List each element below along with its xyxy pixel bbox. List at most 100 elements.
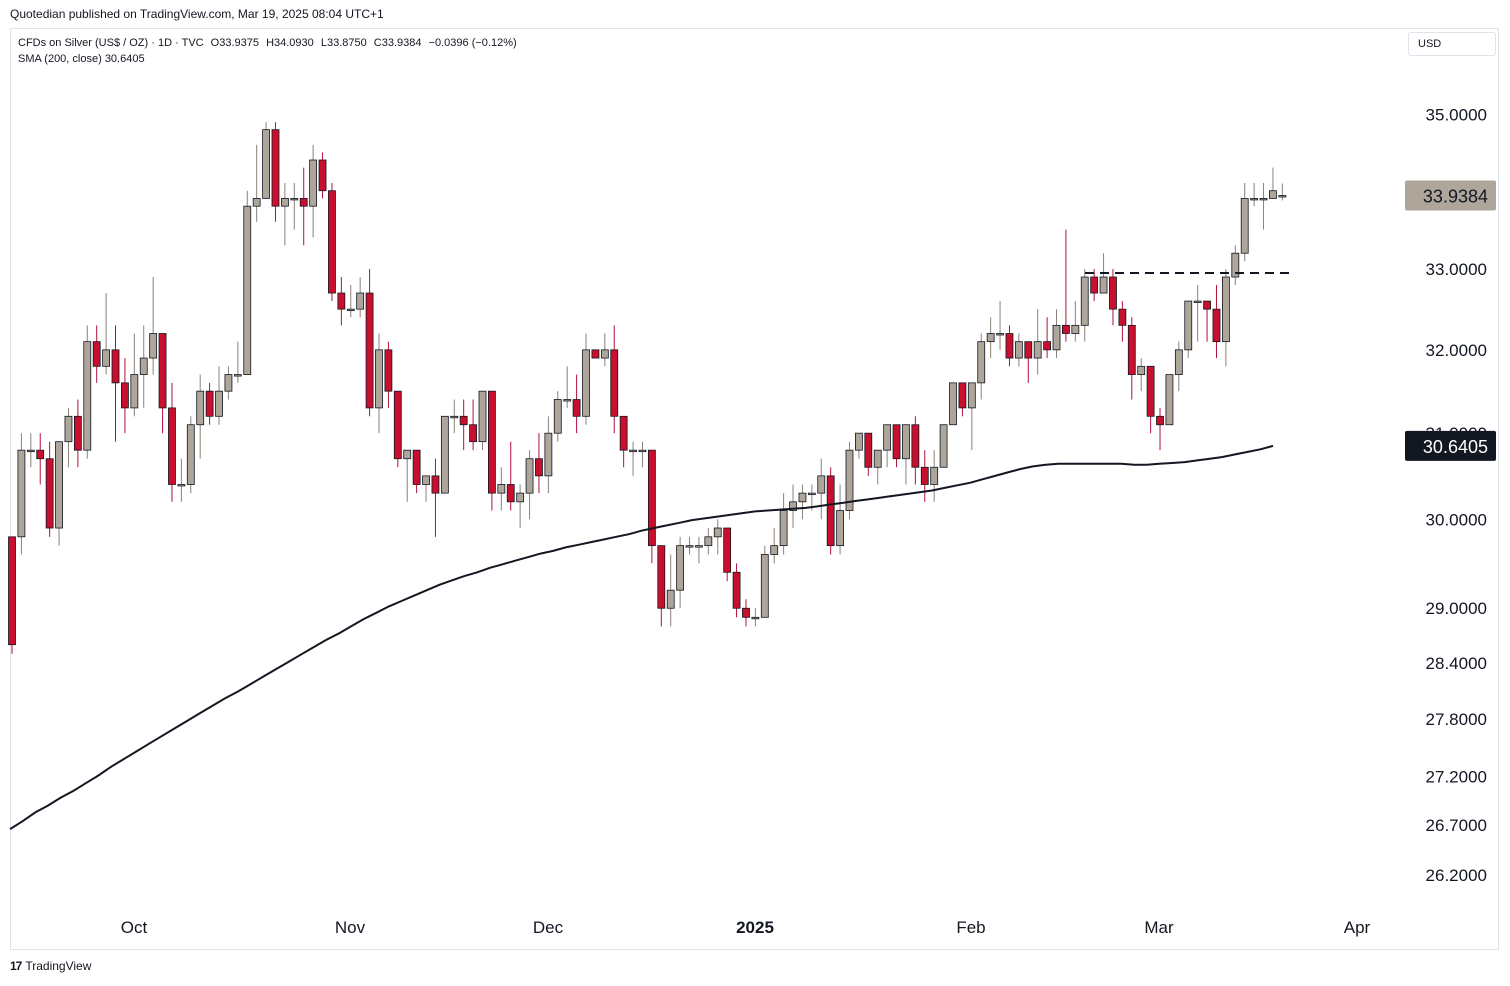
candle-body <box>92 341 101 367</box>
candle <box>422 475 430 502</box>
candle <box>450 399 459 434</box>
candle-body <box>243 205 252 375</box>
candle <box>676 536 685 609</box>
candle <box>553 391 562 442</box>
candle-body <box>836 510 844 547</box>
y-tick-label: 29.0000 <box>1426 599 1487 618</box>
candle <box>779 493 788 555</box>
y-tick-label: 27.2000 <box>1426 767 1487 786</box>
candle-body <box>111 349 120 384</box>
candle-body <box>356 292 365 310</box>
candle <box>1109 269 1117 326</box>
candle-body <box>647 449 656 547</box>
chart-frame[interactable] <box>10 28 1499 950</box>
candle <box>1137 358 1146 392</box>
legend-sma: SMA (200, close) 30.6405 <box>18 53 145 65</box>
candle <box>864 432 873 476</box>
candle <box>36 433 45 485</box>
sma-line <box>9 444 1274 830</box>
candle-body <box>1090 276 1099 294</box>
candle-body <box>121 382 129 409</box>
candle <box>1278 183 1287 201</box>
candle <box>469 399 477 451</box>
candle-body <box>713 527 722 538</box>
candle <box>8 536 16 654</box>
candle <box>1118 301 1127 342</box>
candle <box>817 458 826 520</box>
candle <box>384 341 393 408</box>
candle-body <box>1146 365 1155 417</box>
candle <box>572 374 581 434</box>
candle <box>535 433 543 494</box>
candle <box>1024 341 1033 383</box>
candle-body <box>1099 276 1108 294</box>
candle-body <box>422 475 430 485</box>
candle <box>1033 309 1042 375</box>
candle <box>920 450 929 502</box>
candle <box>121 358 129 434</box>
candle <box>497 467 506 511</box>
candle <box>375 333 383 434</box>
y-tick-label: 28.4000 <box>1426 654 1487 673</box>
candle <box>318 152 327 199</box>
y-tick-label: 26.2000 <box>1426 866 1487 885</box>
candle <box>252 144 261 222</box>
candle-body <box>986 333 995 343</box>
y-tick-label: 27.8000 <box>1426 710 1487 729</box>
candle-body <box>685 545 694 548</box>
candle <box>657 545 666 627</box>
y-tick-label: 26.7000 <box>1426 816 1487 835</box>
candle <box>892 424 901 468</box>
candle <box>666 554 675 627</box>
candle <box>328 182 336 302</box>
candle <box>299 167 308 246</box>
candle <box>563 366 572 408</box>
candle-body <box>309 159 318 207</box>
candle-body <box>723 527 732 573</box>
candle <box>629 441 637 476</box>
candle <box>149 277 158 375</box>
candle <box>742 599 750 627</box>
candle-body <box>365 292 374 409</box>
candle-body <box>73 415 82 451</box>
sma-layer <box>9 444 1274 830</box>
candle <box>290 182 299 230</box>
candle <box>600 333 609 367</box>
x-tick-label: Oct <box>121 918 148 937</box>
candle-body <box>600 349 609 359</box>
candle-body <box>168 407 176 485</box>
candle <box>939 424 948 468</box>
currency-button[interactable]: USD <box>1408 32 1496 56</box>
publisher-line: Quotedian published on TradingView.com, … <box>10 7 384 21</box>
price-badges: 33.9384 30.6405 <box>1405 180 1496 461</box>
candle <box>506 441 515 511</box>
candle <box>262 122 270 199</box>
candle-body <box>1165 374 1174 426</box>
footer: 17 TradingView <box>10 959 91 973</box>
candle-body <box>1221 276 1230 343</box>
candle <box>1080 269 1089 342</box>
candle-body <box>751 616 760 620</box>
y-tick-label: 33.0000 <box>1426 260 1487 279</box>
legend-symbol-line: CFDs on Silver (US$ / OZ) · 1D · TVC O33… <box>18 35 521 51</box>
candle-body <box>864 432 873 468</box>
candle-body <box>826 475 835 547</box>
candle-body <box>469 424 477 443</box>
candle <box>346 285 355 318</box>
candle-body <box>770 545 779 555</box>
candle-body <box>591 349 600 359</box>
candle-body <box>1137 365 1146 375</box>
candle-body <box>280 198 289 207</box>
candle-body <box>958 382 967 409</box>
candle <box>723 527 732 582</box>
candle-body <box>1043 341 1051 351</box>
candle <box>977 333 986 400</box>
footer-brand[interactable]: TradingView <box>25 959 92 973</box>
candle <box>695 536 703 564</box>
candle-body <box>412 449 421 485</box>
candle <box>958 382 967 417</box>
candle <box>1005 325 1014 367</box>
candle-body <box>742 607 750 618</box>
candle-body <box>902 424 910 460</box>
